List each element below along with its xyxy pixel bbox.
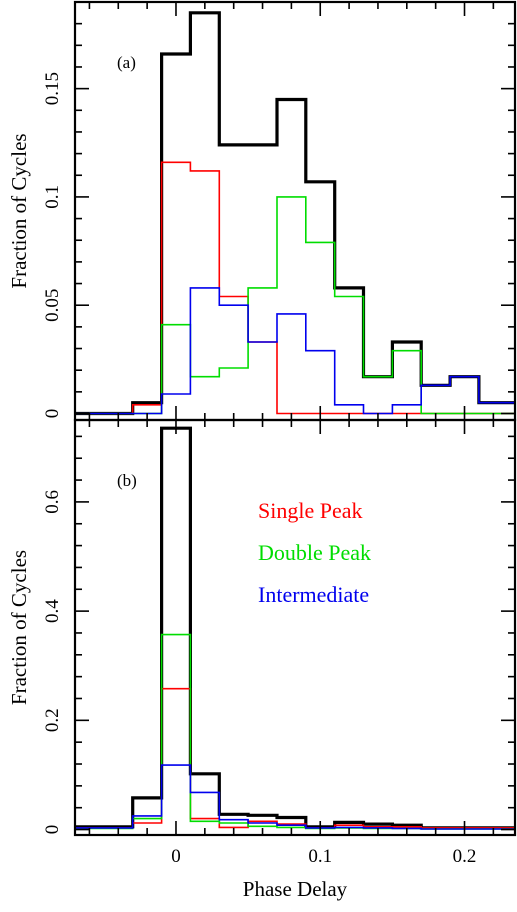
series-line-intermediate (75, 764, 515, 830)
y-tick-label: 0.2 (42, 708, 63, 732)
series-line-double (75, 196, 515, 415)
plot-frame (73, 418, 517, 837)
legend-entry: Single Peak (258, 498, 363, 523)
y-axis-title: Fraction of Cycles (7, 133, 31, 288)
series-line-total (75, 11, 515, 416)
panel-b: 0 0.2 0.4 0.6 Fraction of Cycles (b) 0 0.1 0.2 Si… (7, 418, 517, 867)
series-line-single (75, 687, 515, 829)
panel-label: (a) (117, 53, 136, 72)
x-tick-label: 0 (171, 846, 181, 867)
plot-frame (73, 0, 517, 422)
legend-entry: Double Peak (258, 540, 371, 565)
y-tick-label: 0.05 (42, 289, 63, 322)
series-line-double (75, 633, 515, 830)
series-line-total (75, 426, 515, 830)
x-tick-label: 0.1 (308, 846, 332, 867)
y-tick-label: 0.6 (42, 490, 63, 514)
x-tick-label: 0.2 (453, 846, 477, 867)
y-tick-label: 0.4 (42, 599, 63, 623)
y-tick-label: 0 (42, 409, 63, 419)
x-axis-title: Phase Delay (243, 877, 348, 901)
panel-a: 0 0.05 0.1 0.15 Fraction of Cycles (a) (7, 0, 517, 422)
panel-label: (b) (117, 471, 137, 490)
legend-entry: Intermediate (258, 582, 369, 607)
y-tick-label: 0.1 (42, 185, 63, 209)
y-tick-label: 0.15 (42, 72, 63, 105)
series-line-intermediate (75, 287, 515, 415)
y-tick-label: 0 (42, 825, 63, 835)
y-axis-title: Fraction of Cycles (7, 550, 31, 705)
